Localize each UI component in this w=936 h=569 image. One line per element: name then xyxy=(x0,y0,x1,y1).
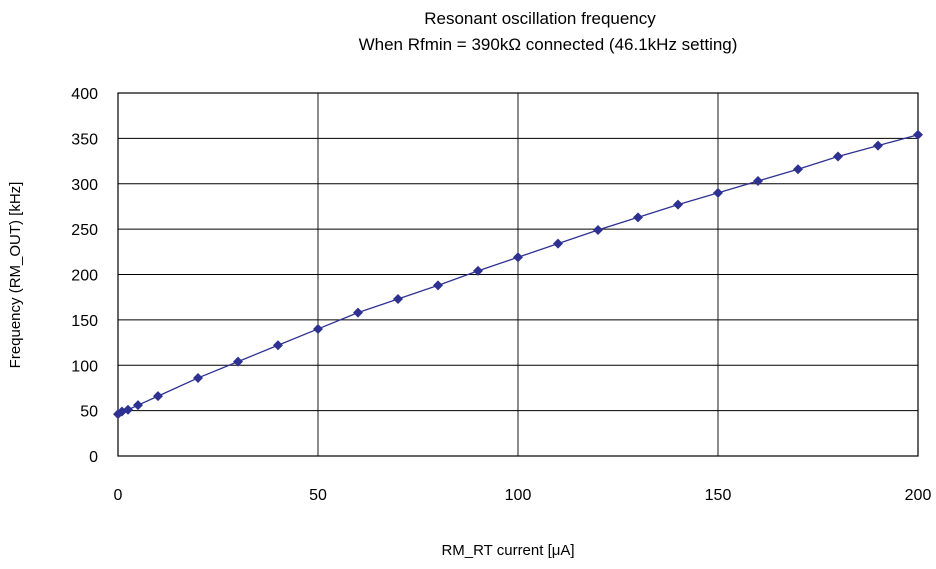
grid xyxy=(117,92,919,457)
data-point xyxy=(913,129,923,140)
data-point xyxy=(553,238,563,249)
y-tick-label: 200 xyxy=(71,268,98,285)
x-tick-label: 100 xyxy=(505,487,532,504)
data-point xyxy=(673,199,683,210)
data-point xyxy=(473,265,483,276)
x-tick-label: 150 xyxy=(705,487,732,504)
plot-area xyxy=(117,92,919,457)
data-point xyxy=(793,164,803,175)
chart-title: Resonant oscillation frequency xyxy=(424,9,656,28)
y-tick-label: 350 xyxy=(71,131,98,148)
data-point xyxy=(193,372,203,383)
y-tick-label: 250 xyxy=(71,222,98,239)
x-axis-label: RM_RT current [μA] xyxy=(441,542,574,559)
data-point xyxy=(313,323,323,334)
data-point xyxy=(753,176,763,187)
x-tick-label: 50 xyxy=(309,487,327,504)
data-point xyxy=(273,340,283,351)
y-tick-label: 100 xyxy=(71,358,98,375)
data-point xyxy=(233,356,243,367)
y-axis-label: Frequency (RM_OUT) [kHz] xyxy=(7,182,24,369)
y-tick-label: 150 xyxy=(71,313,98,330)
chart-subtitle: When Rfmin = 390kΩ connected (46.1kHz se… xyxy=(359,35,738,54)
data-point xyxy=(873,140,883,151)
y-tick-label: 0 xyxy=(89,449,98,466)
data-point xyxy=(393,294,403,305)
y-tick-labels: 0 50 100 150 200 250 300 350 400 xyxy=(71,86,98,466)
y-tick-label: 300 xyxy=(71,177,98,194)
data-point xyxy=(123,404,133,415)
y-tick-label: 50 xyxy=(80,404,98,421)
data-point xyxy=(513,252,523,263)
x-tick-label: 0 xyxy=(114,487,123,504)
data-point xyxy=(593,225,603,236)
y-tick-label: 400 xyxy=(71,86,98,103)
data-point xyxy=(353,307,363,318)
series-group xyxy=(113,129,923,420)
data-point xyxy=(133,400,143,411)
data-point xyxy=(713,187,723,198)
data-point xyxy=(153,391,163,402)
x-tick-label: 200 xyxy=(905,487,932,504)
data-point xyxy=(433,280,443,291)
data-point xyxy=(833,151,843,162)
data-point xyxy=(633,212,643,223)
x-tick-labels: 0 50 100 150 200 xyxy=(114,487,932,504)
